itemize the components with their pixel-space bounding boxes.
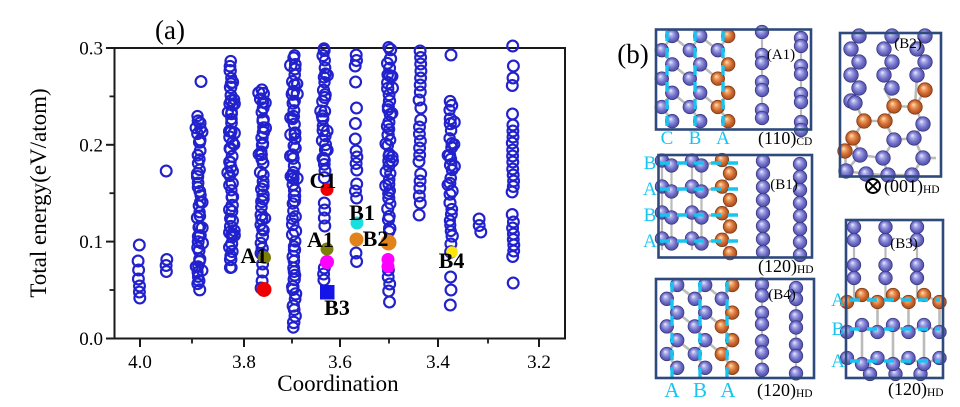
svg-text:B: B <box>689 128 702 149</box>
svg-text:A: A <box>643 231 657 252</box>
svg-text:Coordination: Coordination <box>277 371 399 396</box>
svg-text:3.8: 3.8 <box>232 352 256 373</box>
svg-text:(B1): (B1) <box>770 177 798 193</box>
svg-text:C: C <box>661 128 674 149</box>
svg-text:B: B <box>644 205 657 226</box>
svg-text:A1: A1 <box>307 227 334 252</box>
svg-text:3.4: 3.4 <box>426 352 450 373</box>
svg-text:0.1: 0.1 <box>79 232 103 253</box>
svg-text:B: B <box>832 319 845 340</box>
svg-text:0.0: 0.0 <box>79 329 103 350</box>
svg-text:(A1): (A1) <box>767 47 795 63</box>
svg-text:3.2: 3.2 <box>527 352 551 373</box>
svg-text:C1: C1 <box>310 168 337 193</box>
svg-text:(B2): (B2) <box>894 36 922 52</box>
svg-text:B2: B2 <box>363 226 389 251</box>
svg-text:4.0: 4.0 <box>128 352 152 373</box>
svg-text:B: B <box>693 378 707 402</box>
svg-text:B1: B1 <box>349 200 375 225</box>
svg-text:B3: B3 <box>324 295 350 320</box>
svg-text:A: A <box>643 179 657 200</box>
svg-text:(b): (b) <box>617 39 648 69</box>
svg-text:0.2: 0.2 <box>79 135 103 156</box>
svg-text:3.6: 3.6 <box>328 352 352 373</box>
svg-text:Total energy(eV/atom): Total energy(eV/atom) <box>26 88 51 297</box>
svg-text:(a): (a) <box>155 15 185 45</box>
svg-text:0.3: 0.3 <box>79 39 103 60</box>
svg-text:A: A <box>716 128 730 149</box>
svg-text:A: A <box>831 290 845 311</box>
svg-text:A: A <box>664 378 680 402</box>
svg-text:B: B <box>644 153 657 174</box>
svg-text:B4: B4 <box>439 248 465 273</box>
svg-text:(B3): (B3) <box>890 236 918 252</box>
svg-text:A: A <box>831 351 845 372</box>
svg-text:(B4): (B4) <box>768 287 796 303</box>
svg-text:A: A <box>720 378 736 402</box>
svg-text:A1: A1 <box>241 243 268 268</box>
